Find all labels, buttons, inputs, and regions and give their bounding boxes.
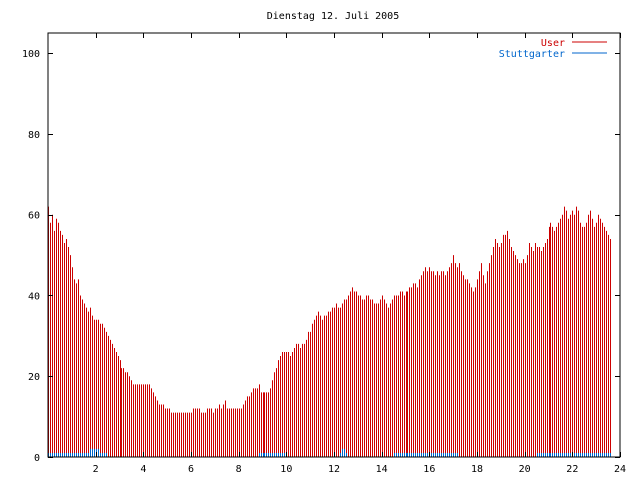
user-series [48,206,611,457]
y-tick-label: 40 [28,291,40,302]
x-tick-label: 24 [614,464,626,475]
legend-label-user: User [541,38,565,49]
y-tick-label: 60 [28,211,40,222]
y-tick-label: 0 [34,453,40,464]
x-tick-label: 6 [188,464,194,475]
x-tick-label: 14 [376,464,388,475]
x-tick-label: 22 [566,464,578,475]
x-axis: 2 4 6 8 10 12 14 16 18 20 22 24 [93,33,626,475]
legend: User Stuttgarter [499,38,607,60]
x-tick-label: 8 [236,464,242,475]
x-tick-label: 10 [280,464,292,475]
y-axis: 0 20 40 60 80 100 [22,49,620,464]
x-tick-label: 12 [328,464,340,475]
y-tick-label: 80 [28,130,40,141]
chart-title: Dienstag 12. Juli 2005 [267,11,399,22]
x-tick-label: 18 [471,464,483,475]
legend-label-stuttgarter: Stuttgarter [499,49,565,60]
x-tick-label: 2 [93,464,99,475]
y-tick-label: 20 [28,372,40,383]
y-tick-label: 100 [22,49,40,60]
x-tick-label: 20 [519,464,531,475]
x-tick-label: 4 [140,464,146,475]
x-tick-label: 16 [423,464,435,475]
